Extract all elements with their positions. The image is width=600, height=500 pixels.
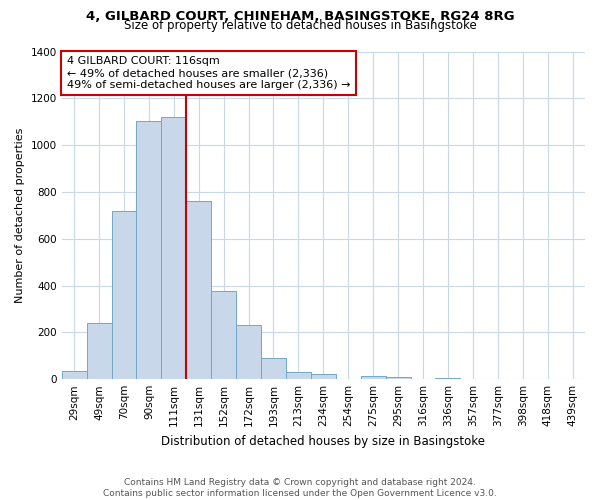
Bar [161,117,186,379]
Text: Contains HM Land Registry data © Crown copyright and database right 2024.
Contai: Contains HM Land Registry data © Crown c… [103,478,497,498]
Bar [286,372,311,379]
Bar [136,120,161,379]
Bar [261,358,286,379]
X-axis label: Distribution of detached houses by size in Basingstoke: Distribution of detached houses by size … [161,434,485,448]
Y-axis label: Number of detached properties: Number of detached properties [15,128,25,303]
Text: 4 GILBARD COURT: 116sqm
← 49% of detached houses are smaller (2,336)
49% of semi: 4 GILBARD COURT: 116sqm ← 49% of detache… [67,56,350,90]
Bar [236,326,261,379]
Bar [436,378,460,379]
Bar [361,376,386,379]
Text: Size of property relative to detached houses in Basingstoke: Size of property relative to detached ho… [124,19,476,32]
Bar [112,210,136,379]
Bar [62,371,86,379]
Bar [311,374,336,379]
Bar [186,202,211,379]
Bar [211,292,236,379]
Bar [386,377,410,379]
Text: 4, GILBARD COURT, CHINEHAM, BASINGSTOKE, RG24 8RG: 4, GILBARD COURT, CHINEHAM, BASINGSTOKE,… [86,10,514,23]
Bar [86,323,112,379]
